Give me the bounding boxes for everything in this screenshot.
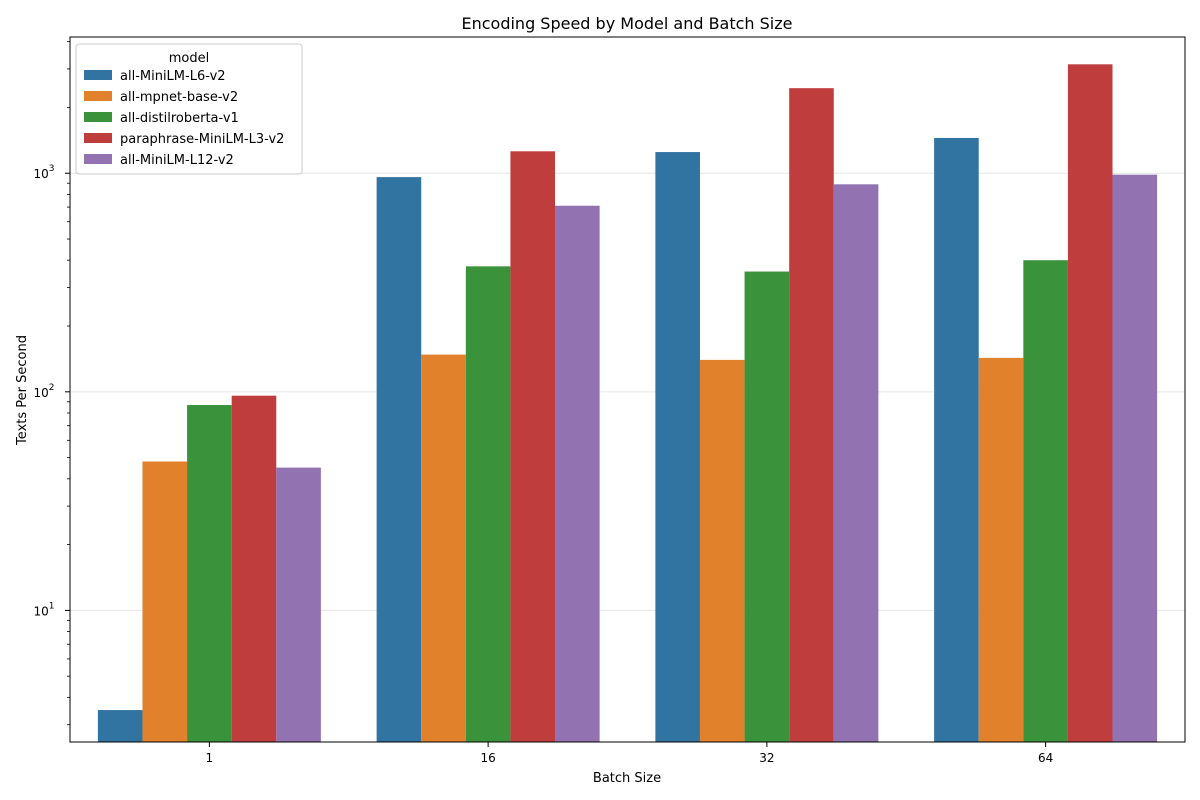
x-axis-label: Batch Size — [593, 771, 661, 786]
x-tick-label: 64 — [1038, 751, 1053, 765]
bar — [655, 152, 700, 742]
bar — [833, 184, 879, 742]
bar — [276, 467, 321, 742]
legend-label: paraphrase-MiniLM-L3-v2 — [120, 132, 284, 147]
legend: model all-MiniLM-L6-v2all-mpnet-base-v2a… — [75, 43, 303, 175]
legend-label: all-mpnet-base-v2 — [120, 90, 238, 105]
bar — [744, 271, 790, 742]
bar — [1067, 64, 1113, 742]
bar — [97, 710, 143, 742]
bar — [142, 461, 188, 742]
bar — [1112, 174, 1158, 742]
bar — [699, 359, 745, 742]
legend-label: all-distilroberta-v1 — [120, 111, 239, 126]
legend-box — [75, 43, 303, 175]
y-tick-label: 103 — [33, 164, 54, 181]
legend-swatch — [84, 91, 112, 101]
legend-items: all-MiniLM-L6-v2 all-mpnet-base-v2 all-dis… — [84, 69, 284, 168]
x-tick-label: 16 — [480, 751, 495, 765]
bar — [376, 177, 422, 742]
bar — [934, 137, 979, 742]
x-tick-label: 32 — [759, 751, 774, 765]
bar — [1023, 260, 1068, 742]
bar — [421, 354, 466, 742]
bar — [555, 205, 600, 742]
legend-swatch — [84, 70, 112, 80]
bar — [789, 88, 834, 743]
bar — [465, 266, 511, 742]
y-axis: 101 102 103 — [33, 41, 70, 726]
y-tick-exponent: 3 — [49, 164, 55, 174]
bar — [978, 357, 1024, 742]
bar — [187, 405, 232, 742]
chart-title: Encoding Speed by Model and Batch Size — [461, 14, 792, 33]
bar — [231, 395, 277, 742]
legend-label: all-MiniLM-L12-v2 — [120, 153, 234, 168]
legend-swatch — [84, 112, 112, 122]
legend-swatch — [84, 133, 112, 143]
y-tick-label: 102 — [33, 383, 54, 400]
bar — [510, 151, 556, 742]
x-axis: 1 16 32 64 — [206, 742, 1053, 765]
y-tick-exponent: 1 — [49, 601, 55, 611]
legend-label: all-MiniLM-L6-v2 — [120, 69, 226, 84]
legend-title: model — [169, 51, 209, 66]
y-tick-exponent: 2 — [49, 383, 55, 393]
bars — [97, 64, 1158, 743]
x-tick-label: 1 — [206, 751, 214, 765]
y-axis-label: Texts Per Second — [15, 335, 30, 446]
plot-frame — [69, 36, 1186, 743]
legend-swatch — [84, 154, 112, 164]
y-tick-label: 101 — [33, 601, 54, 618]
